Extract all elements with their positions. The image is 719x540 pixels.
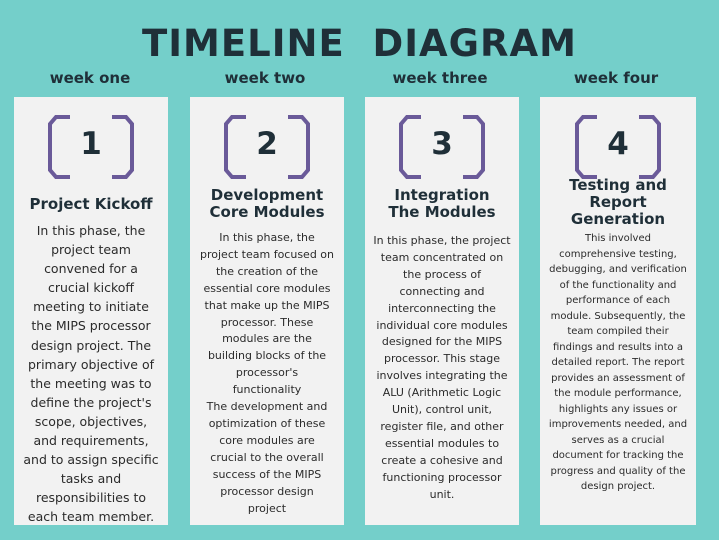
hexagon-frame-icon	[224, 114, 310, 180]
phase-number: 2	[256, 126, 278, 162]
phase-card-3: 3 Integration The Modules In this phase,…	[365, 97, 519, 525]
phase-description: In this phase, the project team concentr…	[373, 234, 511, 501]
phase-number-badge: 3	[399, 114, 485, 180]
phase-heading: Testing and Report Generation	[569, 176, 667, 228]
phase-heading: Integration The Modules	[388, 186, 496, 221]
phase-heading: Development Core Modules	[209, 186, 325, 221]
week-label-2: week two	[224, 69, 306, 87]
phase-description: In this phase, the project team focused …	[200, 231, 335, 515]
phase-description: This involved comprehensive testing, deb…	[548, 233, 688, 492]
phase-number-badge: 1	[48, 114, 134, 180]
week-label-3: week three	[392, 69, 488, 87]
phase-card-2: 2 Development Core Modules In this phase…	[190, 97, 344, 525]
hexagon-frame-icon	[575, 114, 661, 180]
hexagon-frame-icon	[399, 114, 485, 180]
phase-card-4: 4 Testing and Report Generation This inv…	[540, 97, 696, 525]
hexagon-frame-icon	[48, 114, 134, 180]
phase-number-badge: 4	[575, 114, 661, 180]
phase-heading: Project Kickoff	[29, 195, 153, 213]
phase-number-badge: 2	[224, 114, 310, 180]
phase-number: 3	[431, 126, 453, 162]
page-title: TIMELINE DIAGRAM	[142, 22, 577, 65]
phase-number: 1	[80, 126, 102, 162]
phase-card-1: 1 Project Kickoff In this phase, the pro…	[14, 97, 168, 525]
phase-description: In this phase, the project team convened…	[23, 223, 159, 525]
week-label-4: week four	[573, 69, 659, 87]
week-label-1: week one	[49, 69, 131, 87]
phase-number: 4	[607, 126, 629, 162]
